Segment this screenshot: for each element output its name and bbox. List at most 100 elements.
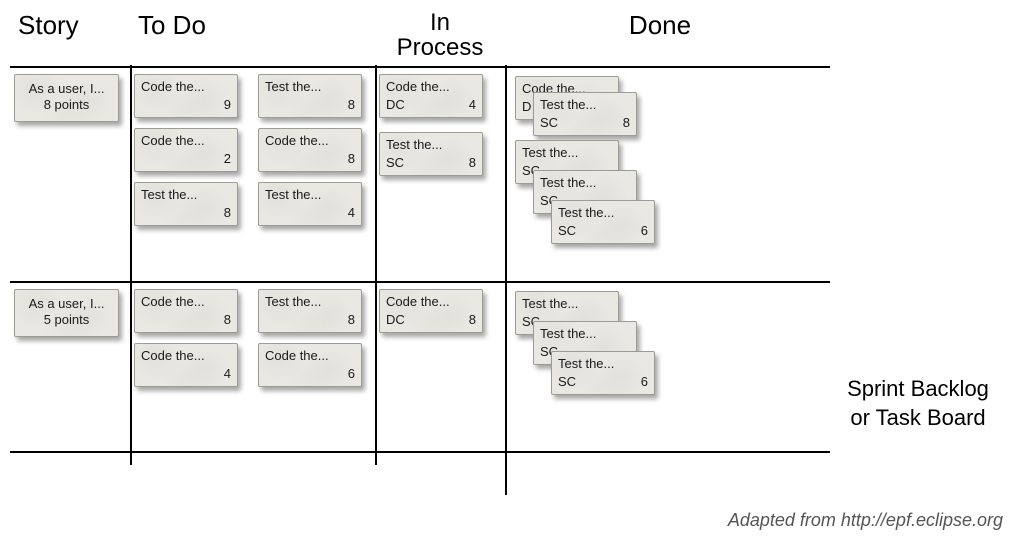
- task-meta: 8: [141, 205, 231, 221]
- story-text: As a user, I...: [21, 81, 112, 97]
- task-title: Test the...: [265, 187, 355, 203]
- task-card[interactable]: Code the... DC 8: [379, 289, 483, 333]
- header-todo: To Do: [130, 10, 375, 66]
- side-label-l1: Sprint Backlog: [847, 376, 989, 401]
- task-owner: DC: [386, 312, 405, 328]
- task-meta: DC 8: [386, 312, 476, 328]
- task-owner: SC: [558, 223, 576, 239]
- task-points: 8: [469, 312, 476, 328]
- task-points: 8: [224, 205, 231, 221]
- task-points: 2: [224, 151, 231, 167]
- task-card[interactable]: Code the... 8: [134, 289, 238, 333]
- task-card[interactable]: Code the... 4: [134, 343, 238, 387]
- task-title: Test the...: [540, 97, 630, 113]
- row2-done-cell: Test the...SCTest the...SCTest the...SC6: [505, 283, 815, 451]
- row-2: As a user, I... 5 points Code the...8Tes…: [10, 281, 830, 451]
- row2-story-cell: As a user, I... 5 points: [10, 283, 130, 451]
- task-points: 6: [348, 366, 355, 382]
- task-card[interactable]: Code the... 9: [134, 74, 238, 118]
- task-owner: DC: [386, 97, 405, 113]
- task-owner: SC: [386, 155, 404, 171]
- task-title: Code the...: [265, 133, 355, 149]
- task-meta: SC 8: [386, 155, 476, 171]
- row1-process-cell: Code the... DC 4 Test the... SC 8: [375, 68, 505, 281]
- task-meta: 6: [265, 366, 355, 382]
- task-card[interactable]: Test the... 8: [258, 74, 362, 118]
- task-card[interactable]: Test the... SC 8: [379, 132, 483, 176]
- side-label-l2: or Task Board: [850, 405, 985, 430]
- task-meta: 2: [141, 151, 231, 167]
- task-title: Code the...: [265, 348, 355, 364]
- task-meta: SC 6: [558, 374, 648, 390]
- task-points: 9: [224, 97, 231, 113]
- task-points: 8: [224, 312, 231, 328]
- task-title: Code the...: [386, 79, 476, 95]
- header-story: Story: [10, 10, 130, 66]
- task-meta: SC 6: [558, 223, 648, 239]
- task-meta: DC 4: [386, 97, 476, 113]
- task-card[interactable]: Code the... 2: [134, 128, 238, 172]
- row1-story-cell: As a user, I... 8 points: [10, 68, 130, 281]
- header-process-l2: Process: [397, 34, 484, 61]
- bottom-rule: [10, 451, 830, 453]
- task-points: 4: [348, 205, 355, 221]
- row-1: As a user, I... 8 points Code the... 9 Tes…: [10, 66, 830, 281]
- task-meta: 9: [141, 97, 231, 113]
- story-card[interactable]: As a user, I... 5 points: [14, 289, 119, 337]
- story-points: 8 points: [21, 97, 112, 113]
- header-process-l1: In: [430, 9, 450, 36]
- task-board: Story To Do InProcess Done As a user, I.…: [10, 10, 830, 453]
- task-owner: SC: [558, 374, 576, 390]
- task-title: Test the...: [386, 137, 476, 153]
- row2-todo-cell: Code the...8Test the...8Code the...4Code…: [130, 283, 375, 451]
- task-points: 6: [641, 223, 648, 239]
- task-meta: 4: [141, 366, 231, 382]
- row1-done-cell: Code the...DTest the...SC8Test the...SCT…: [505, 68, 815, 281]
- task-points: 8: [348, 97, 355, 113]
- task-card[interactable]: Test the... SC8: [533, 92, 637, 136]
- task-card[interactable]: Code the... 8: [258, 128, 362, 172]
- task-points: 8: [348, 312, 355, 328]
- side-label: Sprint Backlog or Task Board: [833, 375, 1003, 432]
- task-card[interactable]: Test the... 4: [258, 182, 362, 226]
- header-done-label: Done: [629, 10, 691, 40]
- task-title: Code the...: [386, 294, 476, 310]
- task-title: Code the...: [141, 294, 231, 310]
- task-points: 4: [224, 366, 231, 382]
- task-title: Test the...: [265, 79, 355, 95]
- footer-credit: Adapted from http://epf.eclipse.org: [728, 510, 1003, 531]
- task-owner: D: [522, 99, 531, 115]
- task-points: 4: [469, 97, 476, 113]
- column-headers: Story To Do InProcess Done: [10, 10, 830, 66]
- task-card[interactable]: Test the... SC 6: [551, 200, 655, 244]
- task-title: Test the...: [522, 145, 612, 161]
- story-points: 5 points: [21, 312, 112, 328]
- task-meta: 4: [265, 205, 355, 221]
- story-card[interactable]: As a user, I... 8 points: [14, 74, 119, 122]
- task-title: Test the...: [540, 326, 630, 342]
- task-meta: 8: [265, 151, 355, 167]
- header-done: Done: [505, 10, 815, 66]
- task-card[interactable]: Test the... 8: [134, 182, 238, 226]
- task-meta: 8: [265, 312, 355, 328]
- task-card[interactable]: Code the... DC 4: [379, 74, 483, 118]
- task-card[interactable]: Test the... SC 6: [551, 351, 655, 395]
- task-meta: SC8: [540, 115, 630, 131]
- task-meta: 8: [141, 312, 231, 328]
- task-points: 8: [469, 155, 476, 171]
- task-meta: 8: [265, 97, 355, 113]
- task-points: 8: [348, 151, 355, 167]
- story-text: As a user, I...: [21, 296, 112, 312]
- task-card[interactable]: Code the... 6: [258, 343, 362, 387]
- task-title: Code the...: [141, 79, 231, 95]
- task-title: Test the...: [141, 187, 231, 203]
- row1-todo-cell: Code the...9Test the...8Code the...2Code…: [130, 68, 375, 281]
- task-title: Test the...: [558, 356, 648, 372]
- task-title: Code the...: [141, 133, 231, 149]
- task-points: 8: [623, 115, 630, 131]
- task-card[interactable]: Test the...8: [258, 289, 362, 333]
- task-title: Test the...: [558, 205, 648, 221]
- header-process: InProcess: [375, 10, 505, 66]
- task-title: Code the...: [141, 348, 231, 364]
- task-points: 6: [641, 374, 648, 390]
